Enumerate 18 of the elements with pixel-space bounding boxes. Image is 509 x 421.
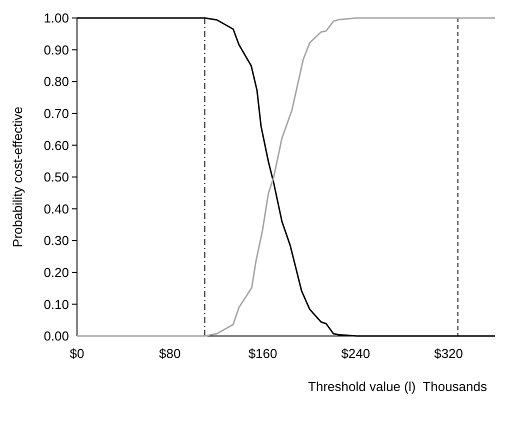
x-tick-label: $320 [434, 346, 464, 361]
y-tick-label: 1.00 [44, 10, 69, 26]
y-tick-label: 0.90 [44, 42, 69, 58]
x-tick-label: $80 [159, 346, 181, 361]
y-tick-label: 0.60 [44, 138, 69, 153]
y-tick-label: 0.70 [44, 106, 69, 121]
x-tick-label: $160 [248, 346, 278, 361]
y-tick-label: 0.10 [44, 296, 69, 312]
y-tick-label: 0.20 [44, 264, 69, 280]
y-axis-title: Probability cost-effective [10, 106, 25, 248]
x-axis-title: Threshold value (l) Thousands [308, 379, 488, 394]
x-tick-label: $0 [70, 346, 84, 361]
y-tick-label: 0.30 [44, 233, 69, 248]
y-tick-label: 0.00 [44, 328, 69, 344]
x-tick-label: $240 [341, 346, 370, 361]
y-tick-label: 0.40 [44, 201, 69, 216]
y-tick-label: 0.80 [44, 74, 69, 90]
y-tick-label: 0.50 [44, 170, 69, 185]
